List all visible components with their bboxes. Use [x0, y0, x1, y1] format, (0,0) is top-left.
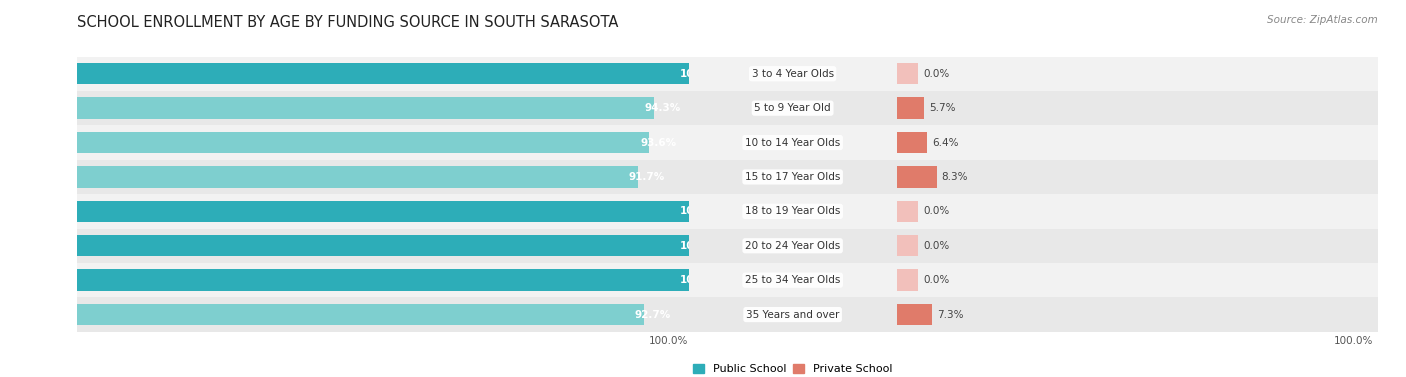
Bar — [77, 194, 1299, 228]
Text: 0.0%: 0.0% — [924, 69, 949, 79]
Text: 6.4%: 6.4% — [932, 138, 959, 147]
Bar — [77, 132, 650, 153]
Text: SCHOOL ENROLLMENT BY AGE BY FUNDING SOURCE IN SOUTH SARASOTA: SCHOOL ENROLLMENT BY AGE BY FUNDING SOUR… — [77, 15, 619, 30]
Bar — [77, 270, 689, 291]
Text: 15 to 17 Year Olds: 15 to 17 Year Olds — [745, 172, 841, 182]
Bar — [77, 235, 689, 256]
Bar — [0, 91, 1406, 126]
Bar — [897, 63, 918, 84]
Text: 94.3%: 94.3% — [644, 103, 681, 113]
Bar — [77, 57, 1299, 91]
Text: 20 to 24 Year Olds: 20 to 24 Year Olds — [745, 241, 841, 251]
Bar — [0, 160, 1406, 194]
Text: 92.7%: 92.7% — [634, 310, 671, 320]
Bar — [77, 91, 1299, 126]
Bar — [0, 297, 1406, 332]
Text: 0.0%: 0.0% — [924, 241, 949, 251]
Bar — [416, 263, 1378, 297]
Bar — [77, 304, 644, 325]
Text: 35 Years and over: 35 Years and over — [747, 310, 839, 320]
Text: 5 to 9 Year Old: 5 to 9 Year Old — [755, 103, 831, 113]
Text: 10 to 14 Year Olds: 10 to 14 Year Olds — [745, 138, 841, 147]
Text: 100.0%: 100.0% — [679, 275, 723, 285]
Bar — [77, 228, 1299, 263]
Bar — [77, 263, 1299, 297]
Text: 100.0%: 100.0% — [1334, 336, 1374, 346]
Bar — [77, 201, 689, 222]
Text: 8.3%: 8.3% — [942, 172, 967, 182]
Legend: Public School, Private School: Public School, Private School — [689, 359, 897, 377]
Bar — [897, 270, 918, 291]
Bar — [0, 57, 1406, 91]
Bar — [416, 57, 1378, 91]
Text: 0.0%: 0.0% — [924, 275, 949, 285]
Text: 7.3%: 7.3% — [936, 310, 963, 320]
Bar — [416, 194, 1378, 228]
Bar — [77, 98, 654, 119]
Bar — [897, 98, 924, 119]
Bar — [897, 201, 918, 222]
Text: 0.0%: 0.0% — [924, 206, 949, 216]
Bar — [77, 126, 1299, 160]
Bar — [0, 263, 1406, 297]
Bar — [897, 304, 932, 325]
Bar — [416, 126, 1378, 160]
Bar — [416, 91, 1378, 126]
Text: 100.0%: 100.0% — [679, 206, 723, 216]
Bar — [0, 126, 1406, 160]
Bar — [897, 166, 936, 188]
Text: 3 to 4 Year Olds: 3 to 4 Year Olds — [752, 69, 834, 79]
Bar — [897, 132, 928, 153]
Bar — [77, 160, 1299, 194]
Text: 100.0%: 100.0% — [679, 69, 723, 79]
Bar — [77, 63, 689, 84]
Bar — [897, 235, 918, 256]
Bar — [77, 166, 638, 188]
Text: 93.6%: 93.6% — [640, 138, 676, 147]
Text: 5.7%: 5.7% — [929, 103, 956, 113]
Text: 18 to 19 Year Olds: 18 to 19 Year Olds — [745, 206, 841, 216]
Bar — [416, 228, 1378, 263]
Bar — [0, 194, 1406, 228]
Text: Source: ZipAtlas.com: Source: ZipAtlas.com — [1267, 15, 1378, 25]
Text: 25 to 34 Year Olds: 25 to 34 Year Olds — [745, 275, 841, 285]
Bar — [0, 228, 1406, 263]
Text: 91.7%: 91.7% — [628, 172, 665, 182]
Text: 100.0%: 100.0% — [679, 241, 723, 251]
Bar — [77, 297, 1299, 332]
Text: 100.0%: 100.0% — [650, 336, 689, 346]
Bar — [416, 297, 1378, 332]
Bar — [416, 160, 1378, 194]
